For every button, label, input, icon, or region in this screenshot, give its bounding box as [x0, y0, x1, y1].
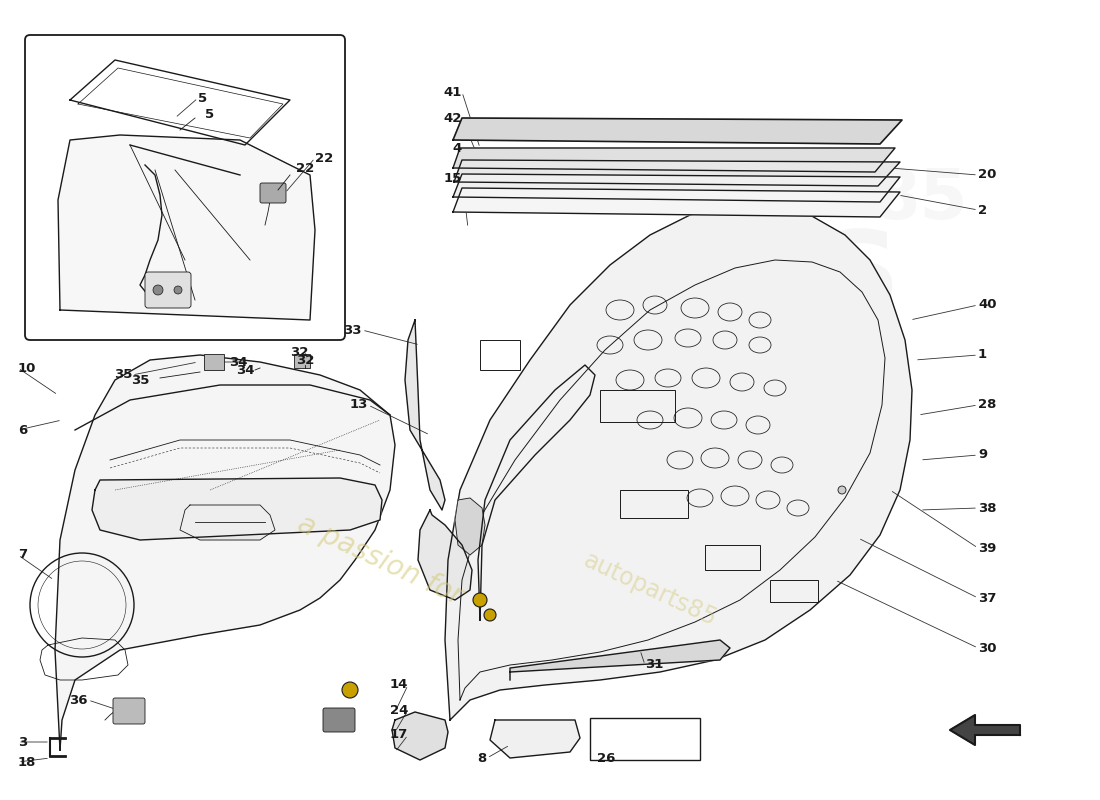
Text: 15: 15	[443, 171, 462, 185]
Text: 22: 22	[315, 151, 333, 165]
Text: 36: 36	[69, 694, 88, 706]
Polygon shape	[453, 188, 900, 217]
Polygon shape	[55, 355, 395, 750]
FancyBboxPatch shape	[25, 35, 345, 340]
Bar	[480, 340, 520, 370]
Text: 40: 40	[978, 298, 997, 311]
Circle shape	[484, 609, 496, 621]
Circle shape	[174, 286, 182, 294]
FancyBboxPatch shape	[260, 183, 286, 203]
Text: 39: 39	[978, 542, 997, 554]
Text: 3: 3	[18, 735, 28, 749]
Polygon shape	[453, 148, 895, 172]
FancyBboxPatch shape	[323, 708, 355, 732]
Text: a passion for: a passion for	[293, 510, 468, 610]
Text: 6: 6	[18, 423, 28, 437]
Text: 30: 30	[978, 642, 997, 654]
Text: 20: 20	[978, 169, 997, 182]
Bar	[705, 545, 760, 570]
Circle shape	[342, 682, 358, 698]
Text: 22: 22	[296, 162, 315, 174]
Text: 18: 18	[18, 755, 36, 769]
Bar	[600, 390, 675, 422]
Polygon shape	[453, 118, 902, 144]
Polygon shape	[446, 205, 912, 720]
Polygon shape	[58, 135, 315, 320]
Text: 34: 34	[235, 363, 254, 377]
Text: 2: 2	[978, 203, 987, 217]
FancyBboxPatch shape	[145, 272, 191, 308]
Polygon shape	[453, 174, 900, 202]
Text: 17: 17	[389, 729, 408, 742]
Text: 35: 35	[131, 374, 150, 386]
Polygon shape	[92, 478, 382, 540]
Polygon shape	[510, 640, 730, 680]
Text: 31: 31	[645, 658, 663, 671]
Bar	[590, 718, 700, 760]
Text: 8: 8	[477, 751, 487, 765]
Text: 1: 1	[978, 349, 987, 362]
Circle shape	[838, 486, 846, 494]
Bar	[770, 580, 818, 602]
Polygon shape	[392, 712, 448, 760]
FancyBboxPatch shape	[294, 354, 310, 368]
Polygon shape	[455, 498, 485, 555]
Bar	[620, 490, 688, 518]
Polygon shape	[454, 160, 900, 186]
Polygon shape	[490, 720, 580, 758]
Text: 38: 38	[978, 502, 997, 514]
Text: 32: 32	[296, 354, 315, 366]
Text: 34: 34	[230, 355, 248, 369]
Text: 4: 4	[453, 142, 462, 154]
Text: 35: 35	[113, 369, 132, 382]
Text: 26: 26	[596, 751, 615, 765]
Text: 41: 41	[443, 86, 462, 98]
Text: 33: 33	[343, 323, 362, 337]
Circle shape	[153, 285, 163, 295]
Polygon shape	[180, 505, 275, 540]
Polygon shape	[950, 715, 1020, 745]
Text: autoparts85: autoparts85	[580, 549, 720, 631]
Text: 42: 42	[443, 111, 462, 125]
Text: 9: 9	[978, 449, 987, 462]
Text: 37: 37	[978, 591, 997, 605]
Text: PS: PS	[739, 226, 901, 334]
Text: 28: 28	[978, 398, 997, 411]
Text: 85: 85	[871, 166, 968, 234]
FancyBboxPatch shape	[204, 354, 224, 370]
Text: 32: 32	[289, 346, 308, 358]
Text: 5: 5	[198, 91, 207, 105]
Polygon shape	[418, 510, 472, 600]
Text: 14: 14	[389, 678, 408, 691]
Text: 7: 7	[18, 549, 28, 562]
Circle shape	[473, 593, 487, 607]
Text: 13: 13	[350, 398, 368, 411]
Polygon shape	[405, 320, 446, 510]
FancyBboxPatch shape	[113, 698, 145, 724]
Text: 10: 10	[18, 362, 36, 374]
Text: 5: 5	[206, 109, 214, 122]
Text: 24: 24	[389, 703, 408, 717]
